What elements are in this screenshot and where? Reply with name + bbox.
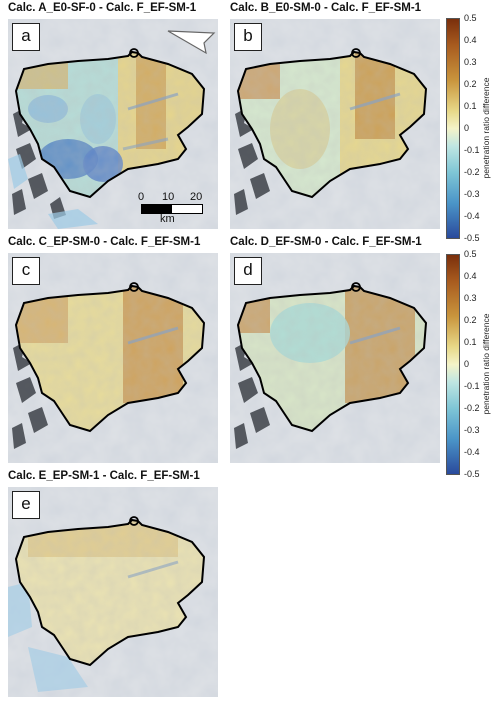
map: c [8, 253, 218, 463]
scale-unit: km [160, 213, 175, 225]
panel-letter: d [234, 257, 262, 285]
colorbar-tick: 0.3 [464, 57, 477, 67]
colorbar-tick: -0.5 [464, 233, 480, 243]
map-svg [8, 253, 218, 463]
panel-title: Calc. B_E0-SM-0 - Calc. F_EF-SM-1 [230, 2, 422, 14]
colorbar-label: penetration ratio difference [481, 313, 491, 415]
colorbar-tick: 0 [464, 359, 470, 369]
colorbar-tick: -0.1 [464, 381, 480, 391]
panel-title: Calc. D_EF-SM-0 - Calc. F_EF-SM-1 [230, 236, 422, 248]
colorbar-tick: 0.4 [464, 35, 477, 45]
scale-tick: 20 [190, 191, 203, 203]
scale-tick: 10 [162, 191, 175, 203]
colorbar-gradient [446, 18, 460, 239]
map: a 0 10 20 km [8, 19, 218, 229]
panel-letter: e [12, 491, 40, 519]
panel-letter: a [12, 23, 40, 51]
scale-bar-graphic [141, 204, 203, 214]
scale-tick: 0 [138, 191, 145, 203]
colorbar-tick: -0.3 [464, 425, 480, 435]
map-svg [230, 19, 440, 229]
colorbar-tick: 0.1 [464, 337, 477, 347]
colorbar-tick: 0.3 [464, 293, 477, 303]
map-svg [8, 487, 218, 697]
colorbar-tick: 0.2 [464, 315, 477, 325]
panel-letter: c [12, 257, 40, 285]
colorbar-tick: 0.4 [464, 271, 477, 281]
north-arrow-icon [167, 30, 216, 55]
colorbar-tick: -0.1 [464, 145, 480, 155]
colorbar-tick: 0 [464, 123, 470, 133]
colorbar-tick: 0.2 [464, 79, 477, 89]
panel-title: Calc. C_EP-SM-0 - Calc. F_EF-SM-1 [8, 236, 201, 248]
map-svg [230, 253, 440, 463]
colorbar-label: penetration ratio difference [481, 77, 491, 179]
panel-title: Calc. E_EP-SM-1 - Calc. F_EF-SM-1 [8, 470, 200, 482]
colorbar-gradient [446, 254, 460, 475]
map: e [8, 487, 218, 697]
colorbar-tick: -0.5 [464, 469, 480, 479]
colorbar-tick: -0.4 [464, 211, 480, 221]
colorbar-tick: 0.5 [464, 13, 477, 23]
map: b [230, 19, 440, 229]
colorbar-tick: -0.4 [464, 447, 480, 457]
colorbar-tick: 0.5 [464, 249, 477, 259]
colorbar-tick: 0.1 [464, 101, 477, 111]
colorbar-tick: -0.2 [464, 167, 480, 177]
panel-letter: b [234, 23, 262, 51]
panel-title: Calc. A_E0-SF-0 - Calc. F_EF-SM-1 [8, 2, 197, 14]
map-svg [8, 19, 218, 229]
colorbar-tick: -0.3 [464, 189, 480, 199]
map: d [230, 253, 440, 463]
colorbar-tick: -0.2 [464, 403, 480, 413]
